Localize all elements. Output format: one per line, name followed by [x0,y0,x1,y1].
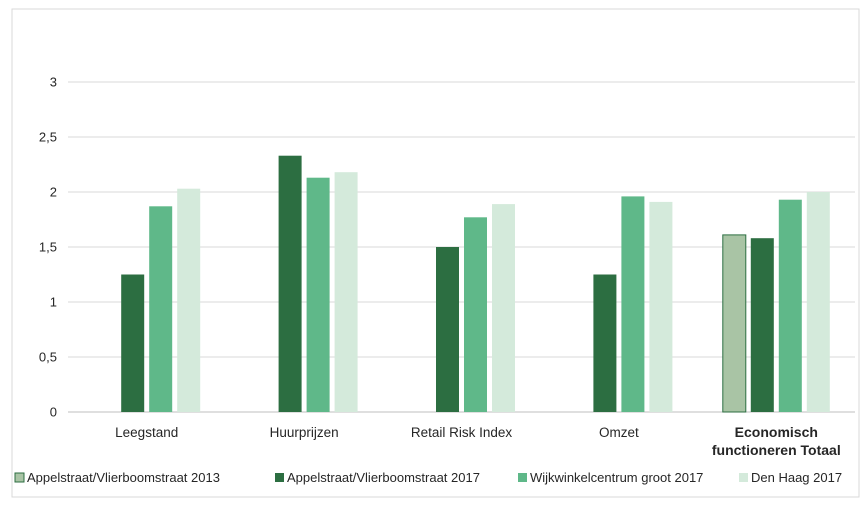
legend-swatch [14,472,25,483]
x-category-label: Omzet [599,425,639,440]
y-tick-label: 2,5 [39,130,57,145]
y-axis: 0 0,5 1 1,5 2 2,5 3 [39,75,57,420]
legend[interactable]: Appelstraat/Vlierboomstraat 2013 Appelstr… [14,470,842,485]
legend-entry[interactable]: Appelstraat/Vlierboomstraat 2013 [27,470,220,485]
x-axis: Leegstand Huurprijzen Retail Risk Index Omz… [115,424,841,458]
bar [750,238,774,412]
legend-swatch [275,473,284,482]
y-tick-label: 2 [50,185,57,200]
x-category-label-line: Economisch [735,424,818,440]
bar [278,155,302,412]
x-category-label: Retail Risk Index [411,425,513,440]
y-tick-label: 1 [50,295,57,310]
legend-entry[interactable]: Appelstraat/Vlierboomstraat 2017 [287,470,480,485]
bar [621,196,645,412]
bar [306,177,330,412]
bar [121,274,145,412]
legend-swatch [518,473,527,482]
bar [149,206,173,412]
bar [593,274,617,412]
x-category-label: Leegstand [115,425,178,440]
y-tick-label: 1,5 [39,240,57,255]
bar [722,234,747,413]
bar [436,247,459,412]
bar [334,172,358,412]
bar [177,188,201,412]
x-category-label-line: Huurprijzen [270,425,339,440]
bar [806,192,830,412]
x-category-label-line: functioneren Totaal [712,442,841,458]
x-category-label-line: Omzet [599,425,639,440]
legend-swatch [739,473,748,482]
y-tick-label: 3 [50,75,57,90]
bar [492,204,515,412]
legend-entry[interactable]: Den Haag 2017 [751,470,842,485]
x-category-label: Huurprijzen [270,425,339,440]
bar [649,201,673,412]
y-tick-label: 0 [50,405,57,420]
y-tick-label: 0,5 [39,350,57,365]
x-category-label: Economisch functioneren Totaal [712,424,841,458]
x-category-label-line: Retail Risk Index [411,425,513,440]
bars [121,155,830,413]
legend-entry[interactable]: Wijkwinkelcentrum groot 2017 [530,470,703,485]
x-category-label-line: Leegstand [115,425,178,440]
bar [778,199,802,412]
bar [464,217,487,412]
